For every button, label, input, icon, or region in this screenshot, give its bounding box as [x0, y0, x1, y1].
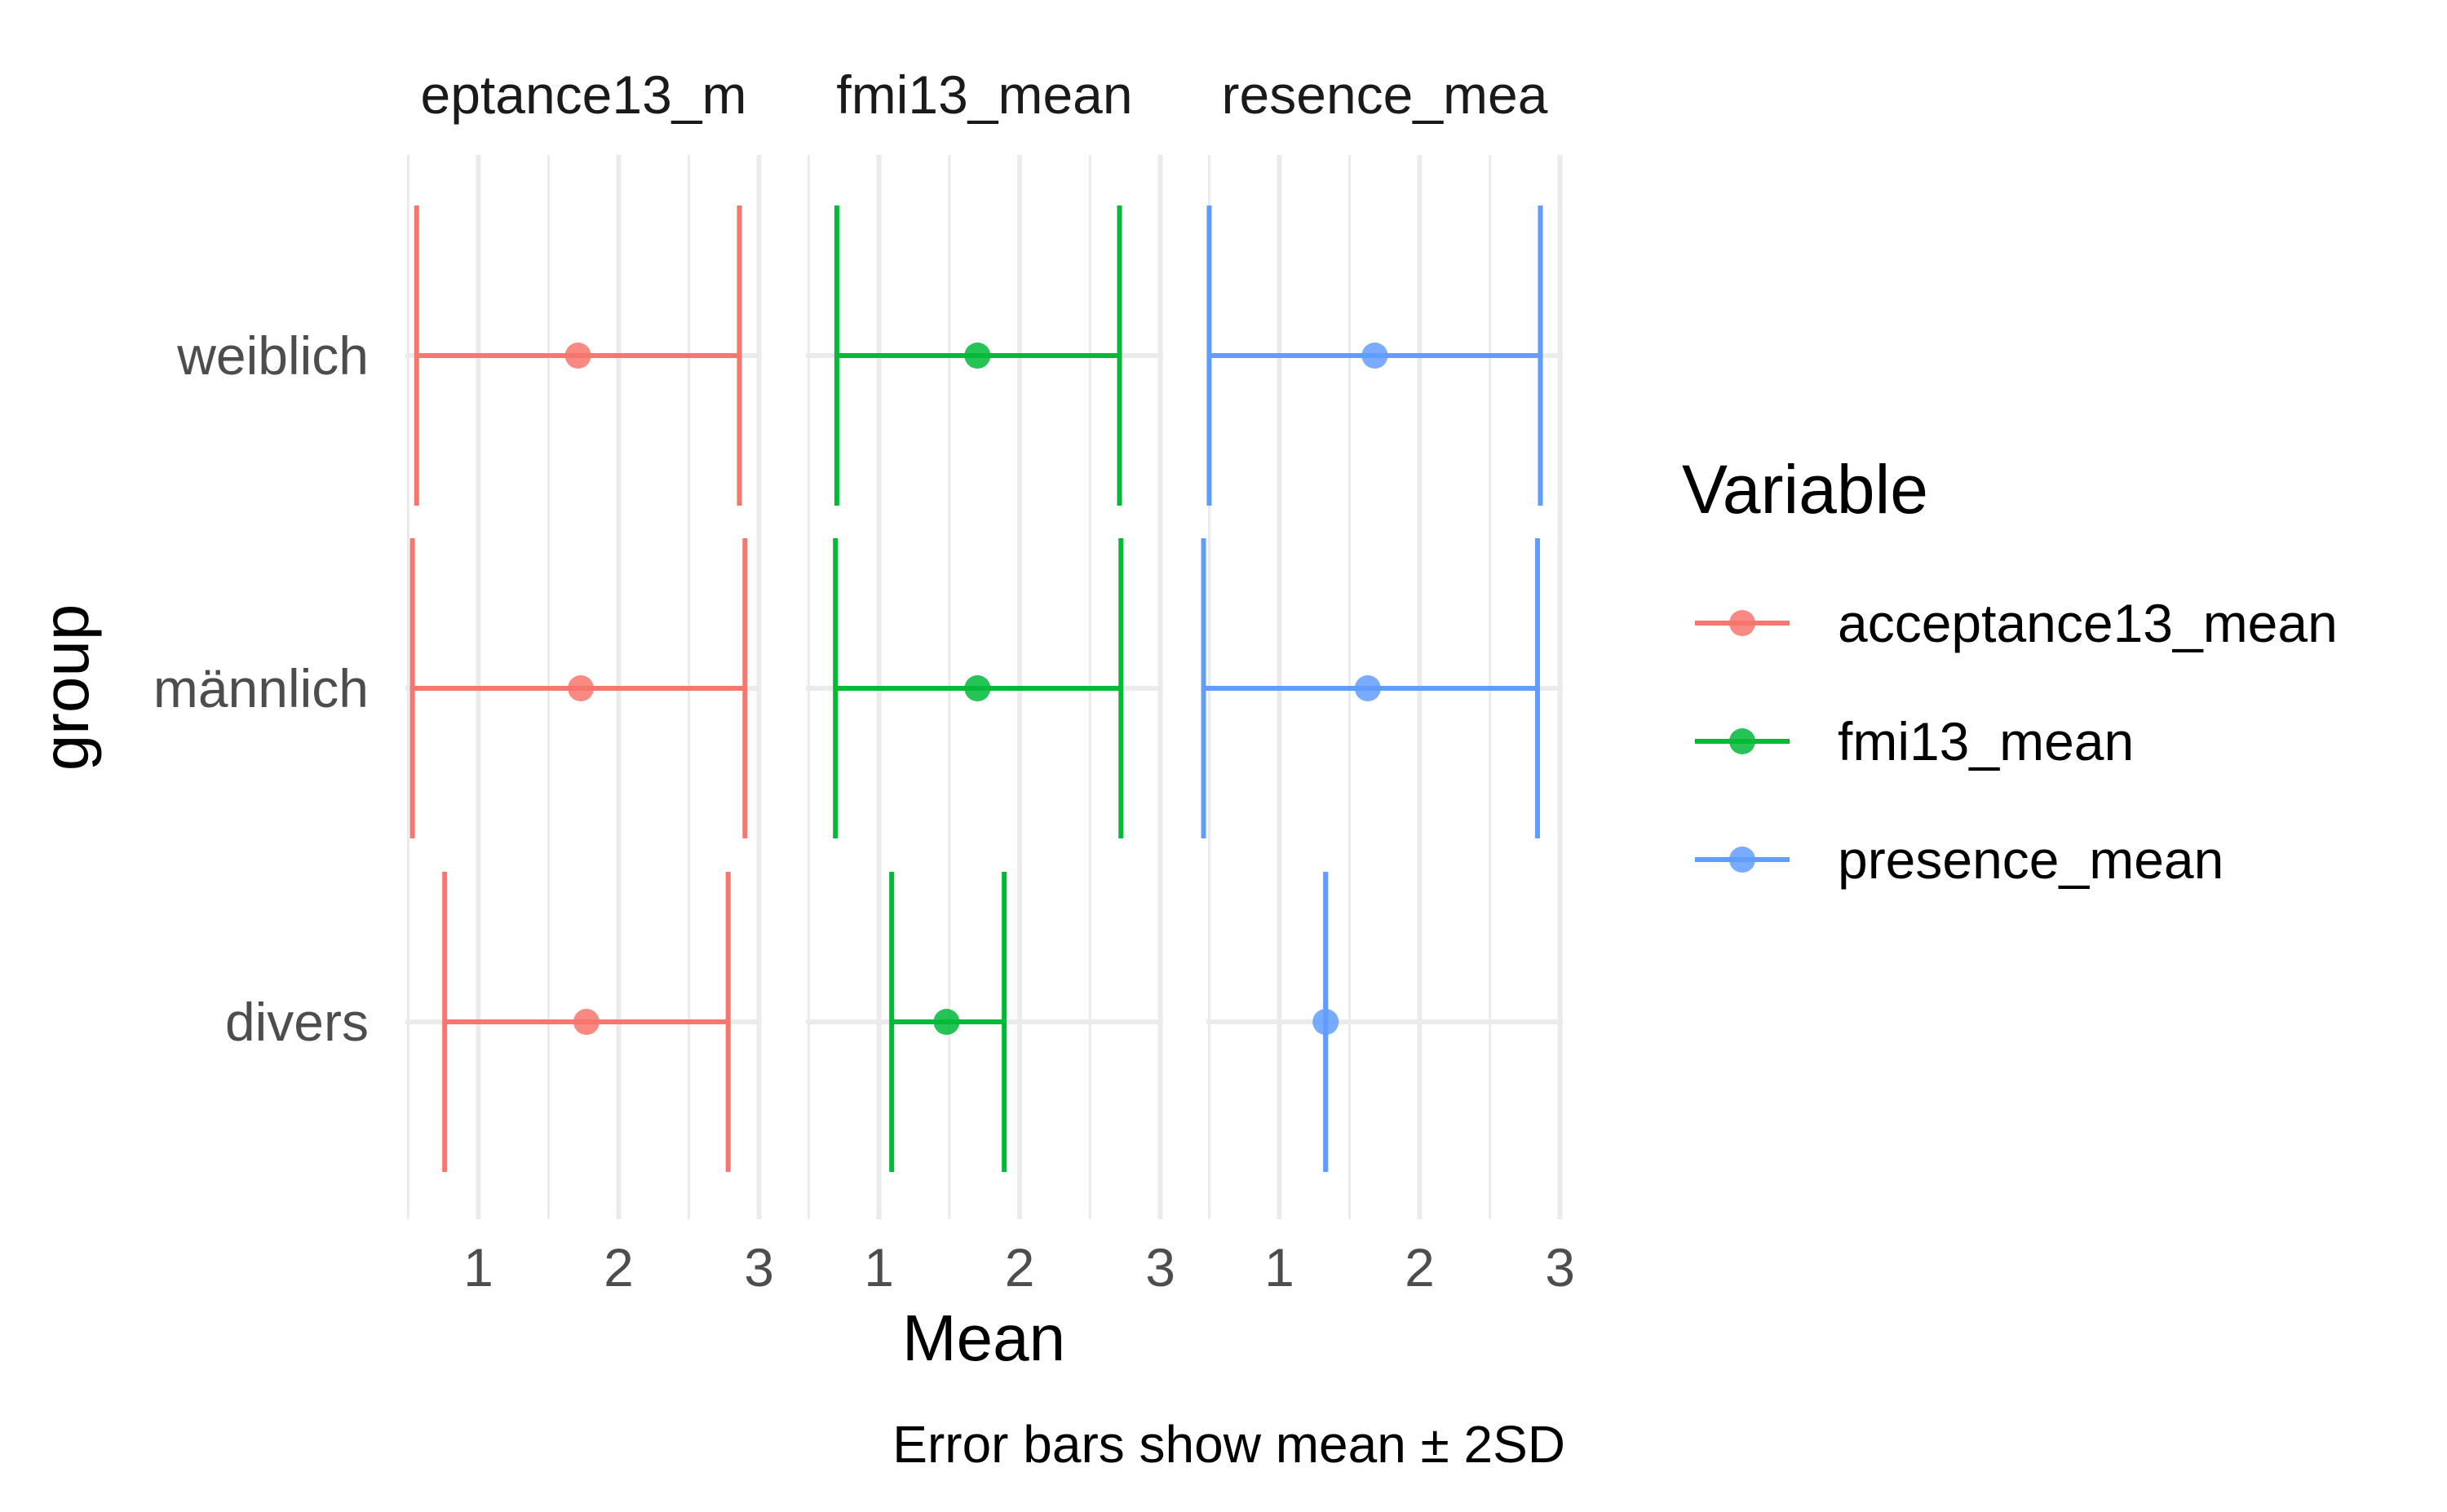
y-tick-label: männlich [153, 658, 369, 718]
mean-point-fmi13_mean [933, 1009, 960, 1035]
facet-panel-presence_mean: resence_mea 1 2 3 [1201, 64, 1575, 1298]
legend-label: acceptance13_mean [1838, 593, 2338, 653]
legend-key-point [1729, 610, 1755, 636]
y-axis: weiblich männlich divers [153, 325, 369, 1052]
legend-item-presence_mean: presence_mean [1695, 829, 2224, 890]
y-axis-title: group [29, 604, 102, 771]
facet-panel-fmi13_mean: fmi13_mean 1 2 3 [806, 64, 1175, 1298]
mean-point-fmi13_mean [964, 675, 991, 701]
x-tick-label: 1 [864, 1237, 894, 1298]
legend-key-point [1729, 728, 1755, 754]
mean-point-acceptance13_mean [564, 343, 591, 369]
x-axis-title: Mean [902, 1302, 1065, 1374]
mean-point-fmi13_mean [964, 343, 991, 369]
legend-label: fmi13_mean [1838, 711, 2134, 771]
x-tick-label: 3 [744, 1237, 774, 1298]
facet-strip-label: eptance13_m [421, 64, 747, 125]
caption: Error bars show mean ± 2SD [892, 1415, 1565, 1474]
mean-point-acceptance13_mean [573, 1009, 600, 1035]
x-tick-label: 2 [1405, 1237, 1435, 1298]
mean-point-acceptance13_mean [568, 675, 595, 701]
legend-title: Variable [1682, 451, 1928, 528]
facet-panel-acceptance13_mean: eptance13_m 1 2 3 [405, 64, 774, 1298]
x-tick-label: 1 [463, 1237, 493, 1298]
legend-key-point [1729, 847, 1755, 873]
x-tick-label: 3 [1145, 1237, 1175, 1298]
legend-item-fmi13_mean: fmi13_mean [1695, 711, 2134, 771]
x-tick-label: 1 [1264, 1237, 1294, 1298]
mean-point-presence_mean [1361, 343, 1388, 369]
facet-strip-label: resence_mea [1222, 64, 1548, 125]
facet-strip-label: fmi13_mean [836, 64, 1132, 125]
x-tick-label: 2 [1005, 1237, 1035, 1298]
facet-panels: eptance13_m 1 2 3 fmi13_mean 1 2 3 resence_mea 1 2… [405, 64, 1575, 1298]
legend-item-acceptance13_mean: acceptance13_mean [1695, 593, 2338, 653]
y-tick-label: weiblich [176, 325, 369, 386]
legend: Variable acceptance13_mean fmi13_meanpres… [1682, 451, 2338, 890]
legend-label: presence_mean [1838, 829, 2224, 890]
y-tick-label: divers [225, 992, 369, 1052]
mean-point-presence_mean [1354, 675, 1381, 701]
mean-point-presence_mean [1312, 1009, 1339, 1035]
x-tick-label: 3 [1545, 1237, 1575, 1298]
x-tick-label: 2 [604, 1237, 634, 1298]
